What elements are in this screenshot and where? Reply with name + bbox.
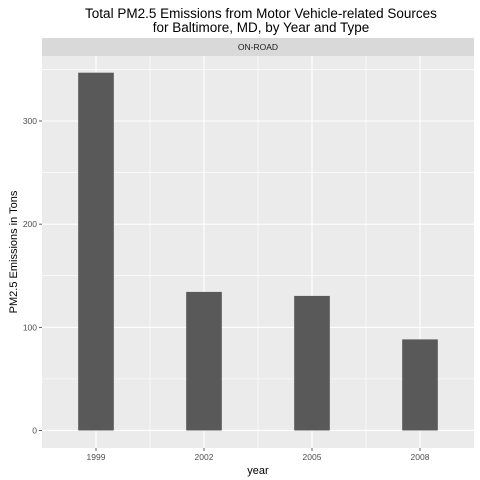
y-tick-label: 300 [23,116,37,126]
y-tick-label: 0 [32,425,37,435]
bar-2008 [402,339,438,431]
x-tick-label: 1999 [87,452,106,462]
facet-strip-label: ON-ROAD [238,42,278,52]
y-axis: 0 100 200 300 [23,116,42,435]
bar-2002 [186,291,222,431]
x-axis-title: year [247,465,269,477]
bar-2005 [294,295,330,431]
x-axis: 1999 2002 2005 2008 [87,448,430,462]
x-tick-label: 2008 [411,452,430,462]
y-axis-title: PM2.5 Emissions in Tons [8,190,20,313]
chart-subtitle: for Baltimore, MD, by Year and Type [153,20,370,35]
x-tick-label: 2005 [303,452,322,462]
x-tick-label: 2002 [195,452,214,462]
y-tick-label: 100 [23,322,37,332]
chart-title: Total PM2.5 Emissions from Motor Vehicle… [85,6,437,21]
bars-group [78,72,438,431]
y-tick-label: 200 [23,219,37,229]
bar-1999 [78,72,114,431]
facet-strip [42,38,474,56]
